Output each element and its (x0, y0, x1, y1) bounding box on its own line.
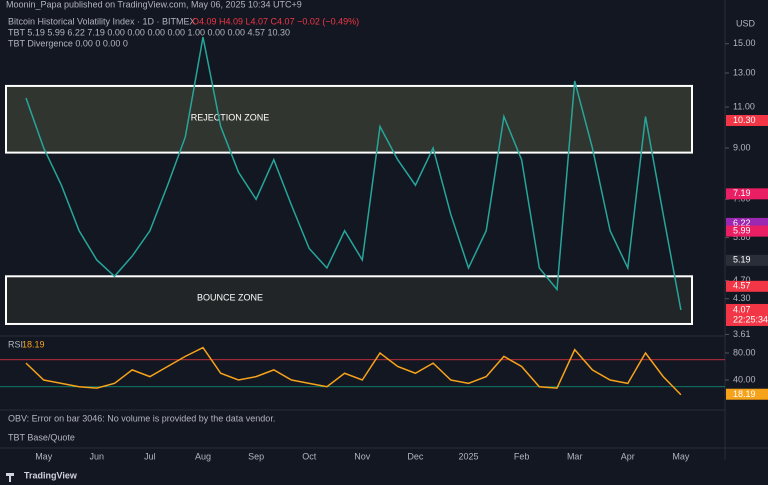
y-tick-label: 40.00 (733, 374, 756, 384)
tbt-legend: TBT 5.19 5.99 6.22 7.19 0.00 0.00 0.00 0… (8, 27, 290, 37)
countdown: 22:25:34 (733, 314, 768, 324)
y-tick-label: 9.00 (733, 142, 751, 152)
brand: TradingView (24, 470, 78, 480)
x-tick-label: Feb (514, 451, 530, 461)
brand-logo (6, 473, 14, 482)
y-tick-label: 4.70 (733, 275, 751, 285)
x-tick-label: Dec (407, 451, 424, 461)
rsi-title: RSI (8, 339, 23, 349)
zone-label: REJECTION ZONE (191, 112, 270, 122)
tbt-base: TBT Base/Quote (8, 432, 75, 442)
x-tick-label: Aug (195, 451, 211, 461)
price-badge (726, 217, 768, 229)
x-tick-label: May (35, 451, 53, 461)
price-badge (726, 188, 768, 200)
x-tick-label: Jul (144, 451, 156, 461)
last-value-badge (726, 388, 768, 400)
y-tick-label: 80.00 (733, 347, 756, 357)
last-value: 18.19 (733, 389, 756, 399)
price-badge-label: 7.19 (733, 188, 751, 198)
zone (5, 84, 693, 154)
x-tick-label: 2025 (458, 451, 478, 461)
y-tick-label: 15.00 (733, 38, 756, 48)
y-tick-label: 13.00 (733, 67, 756, 77)
tbt-divergence: TBT Divergence 0.00 0 0.00 0 (8, 38, 128, 48)
price-badge-label: 5.99 (733, 225, 751, 235)
ohlc: O4.09 H4.09 L4.07 C4.07 −0.02 (−0.49%) (192, 16, 359, 26)
x-tick-label: Sep (248, 451, 264, 461)
publisher: Moonin_Papa published on TradingView.com… (6, 0, 302, 9)
price-badge-label: 6.22 (733, 218, 751, 228)
y-tick-label: 4.30 (733, 293, 751, 303)
symbol: Bitcoin Historical Volatility Index · 1D… (8, 16, 196, 26)
price-badge-label: 5.19 (733, 255, 751, 265)
price-badge-label: 10.30 (733, 115, 756, 125)
x-tick-label: Nov (354, 451, 371, 461)
price-badge-label: 4.57 (733, 281, 751, 291)
price-badge (726, 280, 768, 292)
currency: USD (736, 18, 756, 28)
obv-note: OBV: Error on bar 3046: No volume is pro… (8, 413, 275, 423)
last-value-badge (726, 303, 768, 326)
x-tick-label: May (672, 451, 690, 461)
zone (5, 275, 693, 325)
zone-label: BOUNCE ZONE (197, 292, 263, 302)
x-tick-label: Mar (567, 451, 583, 461)
last-value: 4.07 (733, 304, 751, 314)
y-tick-label: 11.00 (733, 101, 755, 111)
x-tick-label: Apr (621, 451, 635, 461)
x-tick-label: Oct (302, 451, 317, 461)
rsi-value: 18.19 (22, 339, 45, 349)
price-badge (726, 254, 768, 266)
series-line (25, 346, 682, 396)
y-tick-label: 3.61 (733, 329, 751, 339)
x-tick-label: Jun (90, 451, 105, 461)
price-badge (726, 225, 768, 237)
series-line (25, 36, 682, 311)
price-badge (726, 114, 768, 126)
y-tick-label: 5.80 (733, 232, 751, 242)
